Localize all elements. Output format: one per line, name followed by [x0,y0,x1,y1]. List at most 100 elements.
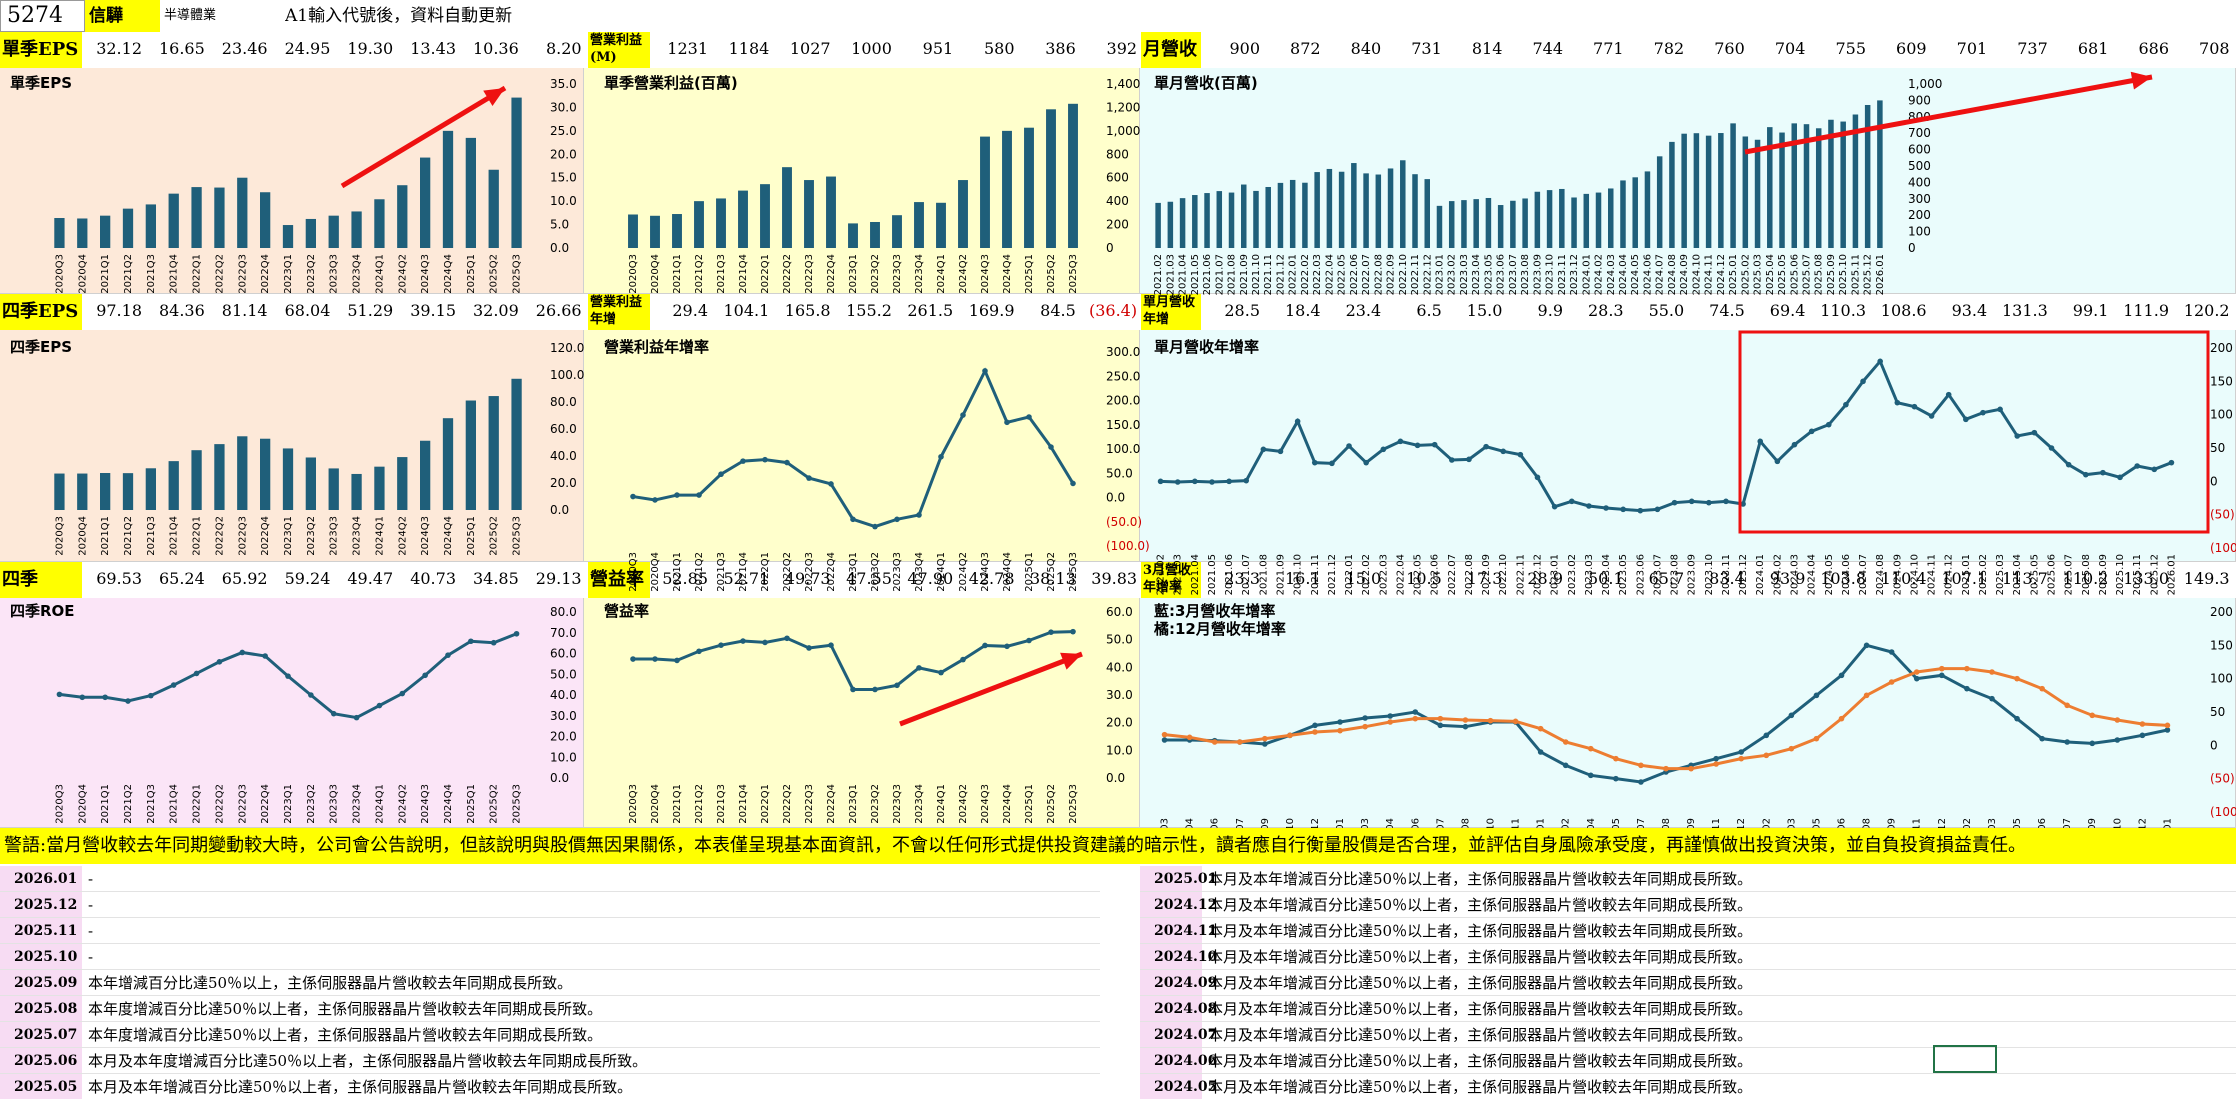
x-tick-label: 2023Q3 [329,784,340,824]
bar [1840,121,1846,248]
bar [936,202,946,248]
x-tick-label: 2024.05 [1824,554,1835,595]
x-tick-label: 2023.10 [1545,254,1556,295]
chart-title: 四季ROE [10,602,75,620]
x-tick-label: 2022.01 [1288,254,1299,295]
y-tick-label: 150 [2210,638,2233,652]
y-tick-label: 200.0 [1106,394,1140,408]
bar [1289,179,1296,248]
y-tick-label: 60.0 [1106,605,1133,619]
data-point [1329,460,1335,467]
y-tick-label: 0.0 [1106,771,1125,785]
bar [1338,171,1345,248]
x-tick-label: 2021.03 [1165,254,1176,295]
bar [305,457,316,510]
data-point [1638,779,1644,785]
data-point [1911,403,1918,410]
value-cell: 872 [1290,39,1321,58]
x-tick-label: 2024.04 [1618,254,1629,295]
x-tick-label: 2021.08 [1227,254,1238,295]
x-tick-label: 2020Q3 [54,784,65,824]
x-tick-label: 2025.08 [1814,254,1825,295]
bar [1803,124,1810,248]
bar [1546,190,1553,248]
y-tick-label: 50 [2210,705,2225,719]
y-tick-label: 600 [1106,171,1129,185]
x-tick-label: 2021.04 [1190,554,1201,595]
data-point [1671,499,1678,506]
value-cell: 93.9 [1769,569,1806,588]
x-tick-label: 2020Q4 [77,516,88,556]
value-cell: 782 [1653,39,1685,58]
selected-cell[interactable] [1933,1045,1997,1073]
data-point [2064,702,2070,709]
x-tick-label: 2025Q1 [466,516,477,556]
data-point [740,638,746,644]
data-point [960,656,966,663]
data-point [2117,474,2123,481]
data-point [894,516,900,523]
note-text: 本月及本年增減百分比達50％以上者，主係伺服器晶片營收較去年同期成長所致。 [1208,1000,1753,1018]
value-cell: 771 [1593,39,1624,58]
note-text: 本月及本年增減百分比達50％以上者，主係伺服器晶片營收較去年同期成長所致。 [1208,870,1753,888]
row-label: 營業利益(M) [588,32,650,68]
series-line [1160,358,2172,513]
x-tick-label: 2023Q1 [283,254,294,294]
bar [1024,127,1034,248]
data-point [1997,406,2003,413]
x-tick-label: 2023Q2 [306,254,317,294]
data-point [938,453,944,460]
x-tick-label: 2023Q4 [914,254,925,294]
x-tick-label: 2025.08 [2081,554,2092,595]
x-tick-label: 2023.04 [1471,254,1482,295]
x-tick-label: 2025.06 [2047,554,2058,595]
x-tick-label: 2022Q3 [804,552,815,592]
data-point [1888,679,1895,685]
trend-arrow [1744,71,2153,155]
stock-code-cell[interactable]: 5274 [0,0,85,32]
x-tick-label: 2023.07 [1652,554,1663,595]
y-tick-label: 10.0 [550,194,577,208]
x-tick-label: 2021Q4 [169,254,180,294]
x-tick-label: 2023Q4 [914,552,925,592]
value-cell: 120.2 [2183,301,2230,320]
bar [328,215,339,248]
y-tick-label: 200 [1106,218,1129,232]
data-point [1813,735,1820,742]
bar [1448,201,1455,248]
x-tick-label: 2022Q3 [804,784,815,824]
x-tick-label: 2025.07 [1801,254,1812,295]
y-tick-label: 100 [1908,225,1931,239]
value-cell: (36.4) [1088,301,1138,320]
y-tick-label: 80.0 [550,605,577,619]
note-date: 2024.08 [1140,996,1217,1022]
x-tick-label: 2021Q4 [738,254,749,294]
bar [77,473,88,510]
x-tick-label: 2024.08 [1667,254,1678,295]
data-point [850,686,856,693]
data-point [1613,775,1619,782]
data-point [2139,721,2146,727]
data-point [1157,478,1164,485]
x-tick-label: 2025Q1 [1024,552,1035,592]
value-cell: 49.73 [784,569,831,588]
x-tick-label: 2020Q3 [54,254,65,294]
y-tick-label: 30.0 [550,709,577,723]
x-tick-label: 2023.02 [1567,554,1578,595]
y-tick-label: 15.0 [550,171,577,185]
x-tick-label: 2021Q3 [146,784,157,824]
x-tick-label: 2025.02 [1978,554,1989,595]
y-tick-label: 0 [1106,241,1114,255]
x-tick-label: 2021Q1 [100,254,111,294]
data-point [1387,719,1393,725]
y-tick-label: (50.0) [1106,515,1142,529]
data-point [674,657,680,664]
y-tick-label: 20.0 [550,476,577,490]
x-tick-label: 2024.06 [1841,554,1852,595]
data-point [1738,755,1745,762]
note-gridline [1140,995,2236,996]
data-point [262,653,268,659]
bar [1730,123,1736,248]
bar [54,473,65,510]
